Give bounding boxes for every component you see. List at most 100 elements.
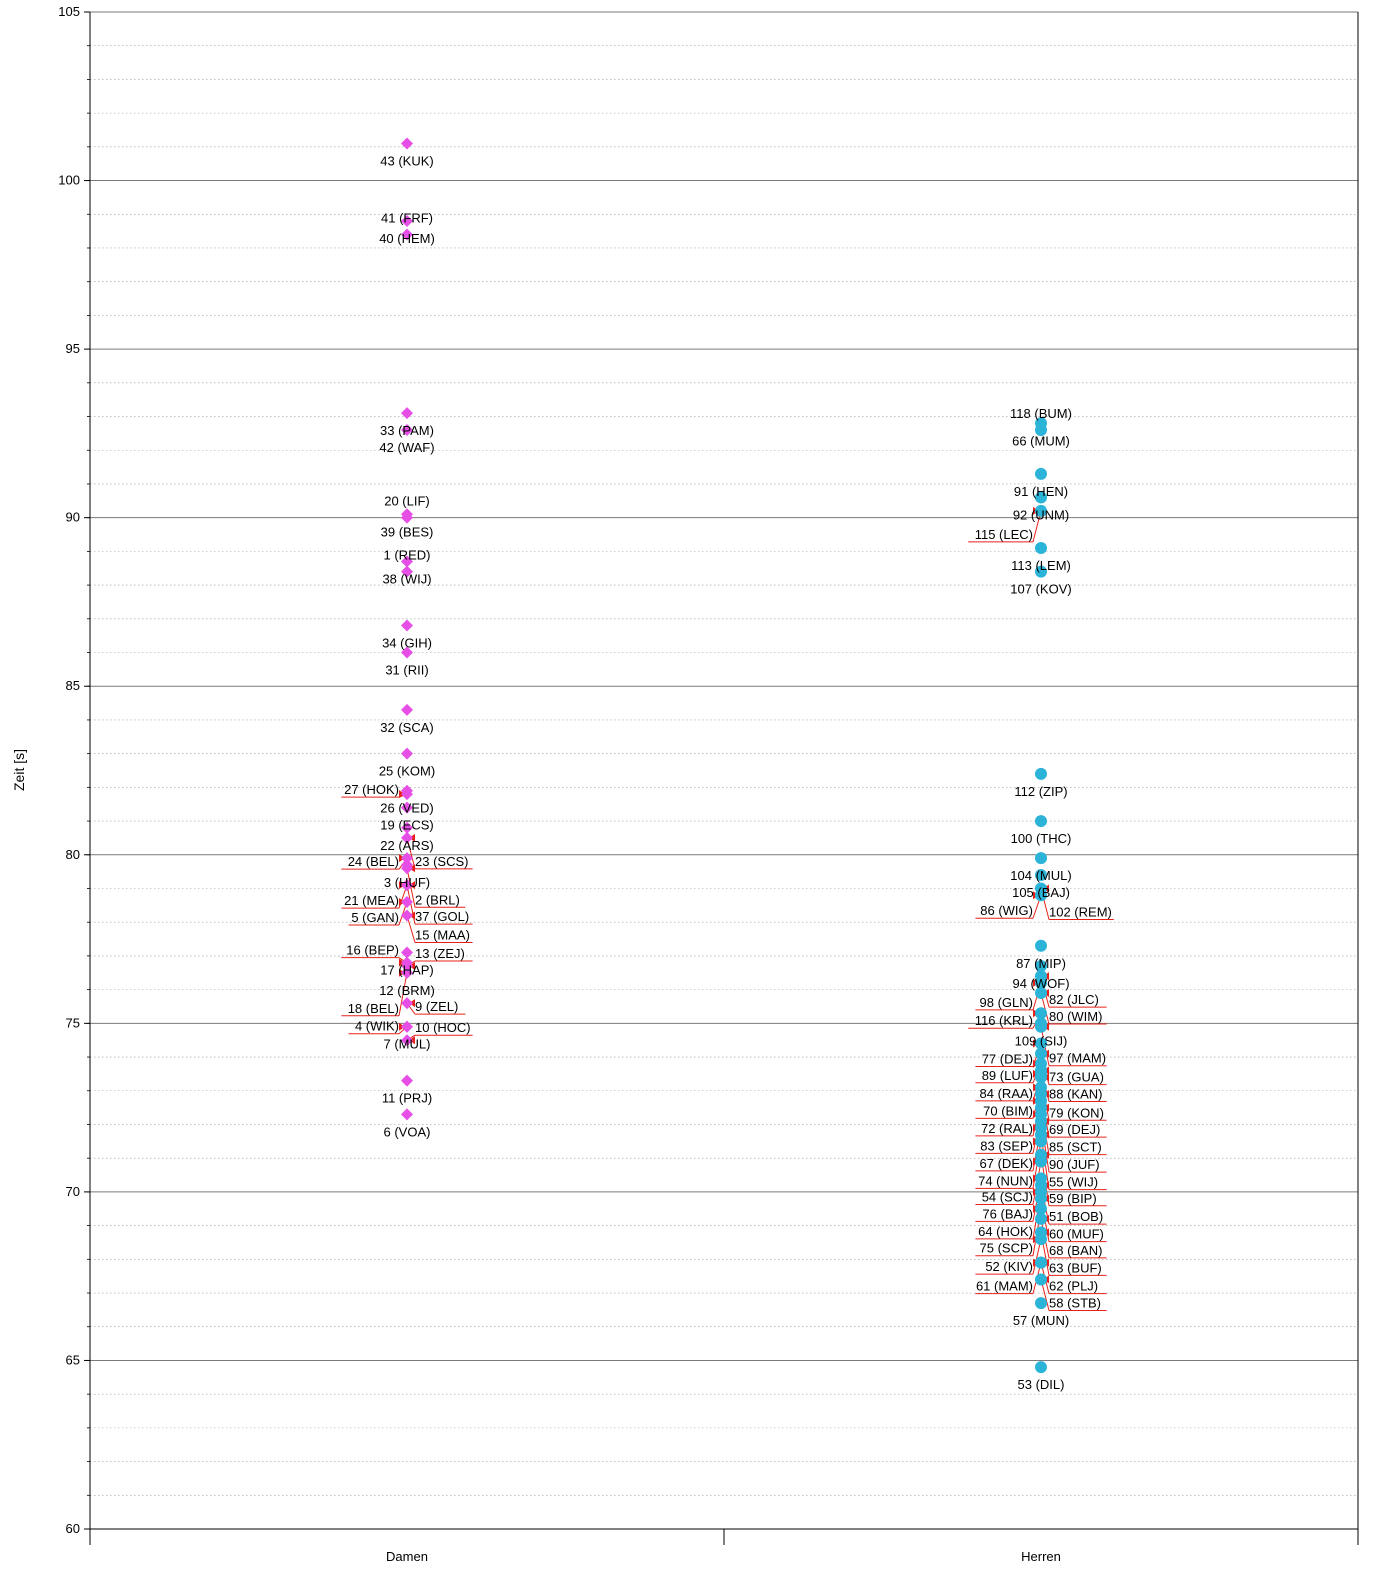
y-axis-title: Zeit [s]: [11, 749, 27, 791]
data-point-label: 90 (JUF): [1049, 1157, 1100, 1172]
data-point-diamond: [401, 565, 413, 578]
data-point-circle: [1035, 424, 1047, 437]
data-point-circle: [1035, 1192, 1047, 1205]
y-tick-label: 65: [66, 1352, 80, 1367]
data-point-diamond: [401, 407, 413, 420]
data-point-diamond: [401, 831, 413, 844]
x-category-label: Damen: [386, 1549, 428, 1564]
label-leader-line: [406, 837, 416, 870]
data-point-label: 85 (SCT): [1049, 1140, 1102, 1155]
data-point-label: 7 (MUL): [384, 1037, 431, 1052]
data-point-diamond: [401, 997, 413, 1010]
data-point-diamond: [401, 747, 413, 760]
data-point-diamond: [401, 801, 413, 814]
data-point-diamond: [401, 879, 413, 892]
data-point-diamond: [401, 228, 413, 241]
data-point-diamond: [401, 215, 413, 228]
data-point-circle: [1035, 1256, 1047, 1269]
data-point-circle: [1035, 1135, 1047, 1148]
data-point-diamond: [401, 137, 413, 150]
data-point-circle: [1035, 889, 1047, 902]
y-tick-label: 90: [66, 510, 80, 525]
data-point-circle: [1035, 960, 1047, 973]
data-point-diamond: [401, 1108, 413, 1121]
y-tick-label: 105: [58, 4, 80, 19]
data-point-label: 43 (KUK): [380, 153, 433, 168]
data-point-diamond: [401, 1074, 413, 1087]
data-point-label: 91 (HEN): [1014, 484, 1068, 499]
data-point-label: 100 (THC): [1011, 831, 1072, 846]
data-point-label: 69 (DEJ): [1049, 1122, 1100, 1137]
y-tick-label: 100: [58, 173, 80, 188]
data-point-label: 113 (LEM): [1011, 558, 1071, 573]
label-leader-line: [398, 972, 408, 1016]
data-point-label: 63 (BUF): [1049, 1260, 1102, 1275]
data-point-label: 25 (KOM): [379, 764, 435, 779]
data-point-label: 102 (REM): [1049, 904, 1112, 919]
data-point-diamond: [401, 966, 413, 979]
data-point-label: 74 (NUN): [978, 1173, 1033, 1188]
data-point-label: 22 (ARS): [380, 838, 433, 853]
data-point-label: 52 (KIV): [985, 1259, 1033, 1274]
data-point-diamond: [401, 555, 413, 568]
data-point-label: 17 (HAP): [380, 963, 433, 978]
data-point-circle: [1035, 815, 1047, 828]
axes: 60 65 70 75 80 85 90 95 100 105 Damen Herren: [58, 4, 1359, 1564]
data-point-circle: [1035, 565, 1047, 578]
data-point-label: 32 (SCA): [380, 720, 433, 735]
data-point-label: 13 (ZEJ): [415, 946, 465, 961]
data-point-label: 39 (BES): [381, 524, 434, 539]
label-leader-line: [406, 868, 416, 908]
data-point-circle: [1035, 1047, 1047, 1060]
data-point-label: 115 (LEC): [975, 527, 1033, 542]
data-point-circle: [1035, 1007, 1047, 1020]
data-point-label: 26 (VED): [380, 801, 433, 816]
data-point-label: 84 (RAA): [980, 1086, 1033, 1101]
data-point-circle: [1035, 1155, 1047, 1168]
data-point-label: 75 (SCP): [980, 1241, 1033, 1256]
data-point-label: 1 (RED): [384, 548, 431, 563]
data-point-label: 97 (MAM): [1049, 1051, 1106, 1066]
data-point-label: 33 (PAM): [380, 423, 434, 438]
data-point-diamond: [401, 788, 413, 801]
data-point-label: 31 (RII): [385, 663, 428, 678]
data-point-label: 3 (HUF): [384, 875, 430, 890]
data-point-label: 112 (ZIP): [1014, 784, 1067, 799]
data-point-label: 89 (LUF): [982, 1068, 1033, 1083]
data-point-diamond: [401, 511, 413, 524]
data-point-diamond: [401, 619, 413, 632]
y-tick-label: 95: [66, 341, 80, 356]
data-point-circle: [1035, 1071, 1047, 1084]
data-point-label: 41 (FRF): [381, 210, 433, 225]
data-point-circle: [1035, 1361, 1047, 1374]
data-point-label: 98 (GLN): [980, 995, 1033, 1010]
x-category-label: Herren: [1021, 1549, 1061, 1564]
data-point-label: 83 (SEP): [980, 1138, 1033, 1153]
data-point-diamond: [401, 1020, 413, 1033]
data-point-label: 53 (DIL): [1018, 1377, 1065, 1392]
data-point-circle: [1035, 852, 1047, 865]
data-point-circle: [1035, 939, 1047, 952]
data-point-circle: [1035, 1020, 1047, 1033]
data-point-diamond: [401, 424, 413, 437]
data-point-diamond: [401, 852, 413, 865]
data-point-diamond: [401, 895, 413, 908]
data-point-label: 116 (KRL): [975, 1013, 1033, 1028]
data-point-label: 16 (BEP): [346, 943, 399, 958]
data-point-label: 107 (KOV): [1010, 582, 1071, 597]
data-point-label: 4 (WIK): [355, 1019, 399, 1034]
data-point-diamond: [401, 909, 413, 922]
data-point-label: 68 (BAN): [1049, 1243, 1102, 1258]
data-point-label: 109 (SIJ): [1015, 1033, 1068, 1048]
data-point-label: 24 (BEL): [348, 854, 399, 869]
data-point-diamond: [401, 862, 413, 875]
data-point-label: 2 (BRL): [415, 892, 460, 907]
data-point-label: 38 (WIJ): [382, 571, 431, 586]
data-point-label: 73 (GUA): [1049, 1070, 1104, 1085]
data-point-label: 15 (MAA): [415, 927, 470, 942]
data-point-diamond: [401, 821, 413, 834]
data-point-label: 72 (RAL): [981, 1121, 1033, 1136]
data-point-label: 64 (HOK): [978, 1224, 1033, 1239]
grid: [90, 11, 1358, 1530]
